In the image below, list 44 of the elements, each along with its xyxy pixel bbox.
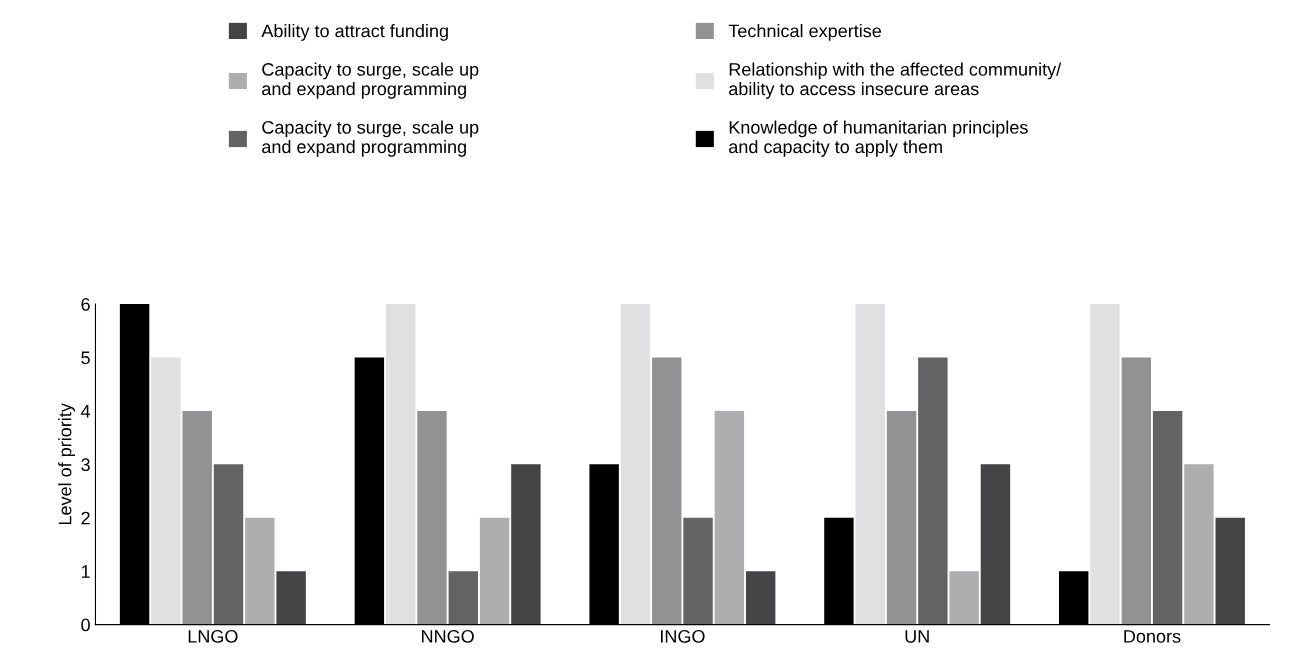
y-tick-label: 2: [81, 511, 90, 525]
bar: [918, 357, 948, 625]
legend-label: Technical expertise: [728, 24, 882, 41]
bar: [151, 357, 181, 625]
x-tick-label: Donors: [1124, 630, 1181, 643]
legend-label: Relationship with the affected community/ ability to access insecure areas: [729, 62, 1062, 99]
bar: [745, 571, 776, 625]
bar: [949, 571, 979, 625]
y-tick-label: 5: [81, 351, 90, 365]
bar: [417, 410, 447, 625]
bar: [652, 357, 682, 625]
y-axis-title: Level of priority: [58, 403, 75, 525]
bar: [714, 410, 745, 625]
legend-label: Knowledge of humanitarian principles and capacity to apply them: [729, 120, 1028, 157]
bar: [182, 410, 212, 625]
x-tick-label: NNGO: [422, 629, 474, 643]
bar: [1184, 464, 1214, 625]
legend-label: Capacity to surge, scale up and expand programming: [262, 62, 479, 99]
y-tick-label: 6: [81, 297, 90, 311]
bar: [855, 304, 885, 625]
x-tick-label: INGO: [661, 629, 705, 643]
y-tick-label: 3: [81, 458, 90, 472]
bar: [1215, 517, 1245, 625]
legend-label: Ability to attract funding: [261, 24, 448, 41]
y-tick-label: 0: [81, 618, 90, 632]
bar: [1090, 304, 1120, 625]
bar: [385, 304, 416, 625]
legend-label: Capacity to surge, scale up and expand programming: [262, 120, 479, 157]
bar: [1121, 357, 1152, 625]
bar: [683, 517, 713, 625]
bar: [980, 464, 1011, 625]
bar: [245, 517, 275, 625]
bar: [213, 464, 244, 625]
bar: [276, 571, 306, 625]
x-tick-label: UN: [905, 630, 929, 643]
bar: [1152, 410, 1183, 625]
bar: [511, 464, 541, 625]
y-tick-label: 1: [81, 565, 90, 578]
y-tick-label: 4: [80, 405, 91, 418]
bar: [620, 304, 651, 625]
bar: [886, 410, 917, 625]
bar: [448, 571, 478, 625]
x-tick-label: LNGO: [188, 629, 238, 643]
bar: [479, 517, 510, 625]
